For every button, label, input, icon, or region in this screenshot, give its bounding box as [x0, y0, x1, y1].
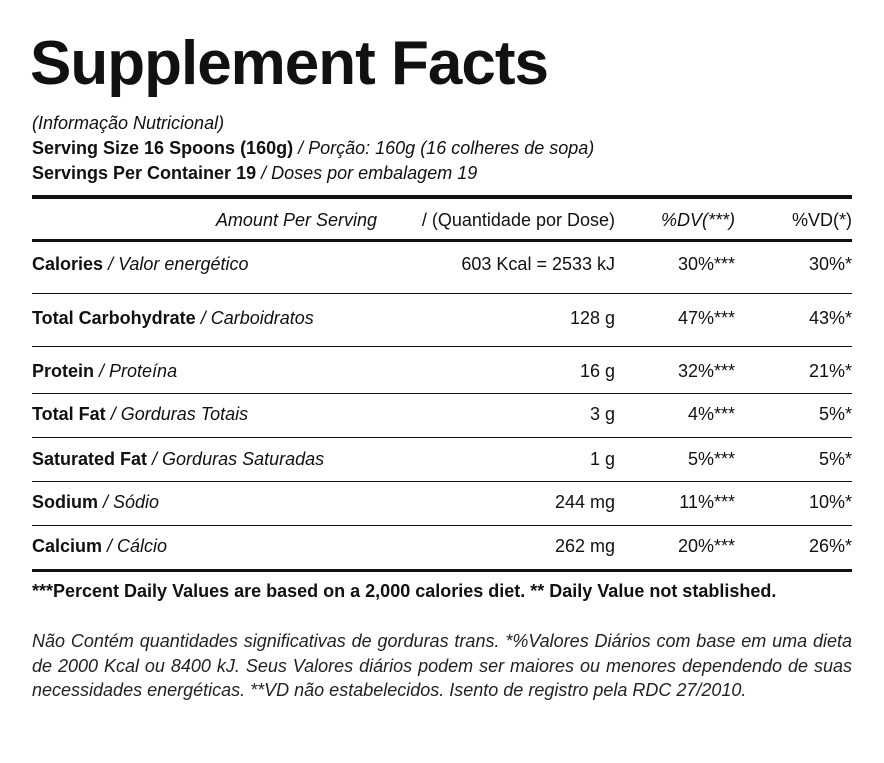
header-quantidade: / (Quantidade por Dose): [421, 210, 615, 230]
nutrient-label: Protein / Proteína: [32, 361, 177, 382]
footnote-italic: Não Contém quantidades significativas de…: [32, 631, 852, 700]
nutrient-name: Saturated Fat: [32, 449, 148, 469]
servings-per-container: Servings Per Container 19 / Doses por em…: [32, 163, 477, 184]
header-dv: %DV(***): [660, 210, 735, 230]
nutrient-dv: 47%***: [677, 308, 735, 328]
serving-size-pt: / Porção: 160g (16 colheres de sopa): [298, 138, 595, 158]
nutrient-vd: 43%*: [808, 308, 852, 328]
nutrient-row: Protein / Proteína 16 g 32%*** 21%*: [32, 361, 852, 385]
row-rule: [32, 346, 852, 347]
nutrient-row: Sodium / Sódio 244 mg 11%*** 10%*: [32, 492, 852, 516]
row-rule: [32, 481, 852, 482]
nutrient-row: Total Carbohydrate / Carboidratos 128 g 47…: [32, 308, 852, 332]
nutrient-vd: 5%*: [818, 404, 852, 424]
thick-rule: [32, 195, 852, 199]
row-rule: [32, 525, 852, 526]
row-rule: [32, 569, 852, 572]
servings-en: Servings Per Container 19: [32, 163, 257, 183]
nutrient-amount: 128 g: [569, 308, 615, 328]
nutrient-name: Calcium: [32, 536, 103, 556]
nutrient-amount: 603 Kcal = 2533 kJ: [461, 254, 615, 274]
nutrient-vd: 26%*: [808, 536, 852, 556]
nutrient-label: Total Carbohydrate / Carboidratos: [32, 308, 314, 329]
header-amount: Amount Per Serving: [215, 210, 377, 230]
serving-size-en: Serving Size 16 Spoons (160g): [32, 138, 294, 158]
nutrient-vd: 30%*: [808, 254, 852, 274]
nutrient-name-pt: / Cálcio: [107, 536, 168, 556]
nutrient-vd: 21%*: [808, 361, 852, 381]
nutrient-label: Calories / Valor energético: [32, 254, 248, 275]
nutrient-name: Protein: [32, 361, 95, 381]
nutrient-name-pt: / Proteína: [99, 361, 178, 381]
nutrient-name-pt: / Carboidratos: [200, 308, 314, 328]
header-rule: [32, 239, 852, 242]
nutrient-label: Sodium / Sódio: [32, 492, 159, 513]
nutrient-vd: 5%*: [818, 449, 852, 469]
nutrient-amount: 16 g: [579, 361, 615, 381]
nutrient-amount: 1 g: [589, 449, 615, 469]
nutrient-amount: 3 g: [589, 404, 615, 424]
nutrient-dv: 20%***: [677, 536, 735, 556]
nutrient-name-pt: / Gorduras Saturadas: [152, 449, 325, 469]
nutrient-name: Total Carbohydrate: [32, 308, 196, 328]
nutrient-name: Calories: [32, 254, 104, 274]
nutrient-amount: 262 mg: [554, 536, 615, 556]
nutrient-dv: 32%***: [677, 361, 735, 381]
row-rule: [32, 393, 852, 394]
row-rule: [32, 437, 852, 438]
nutrient-name-pt: / Gorduras Totais: [110, 404, 249, 424]
nutrient-row: Calories / Valor energético 603 Kcal = 25…: [32, 254, 852, 278]
nutrient-name-pt: / Valor energético: [108, 254, 249, 274]
nutrient-dv: 4%***: [687, 404, 735, 424]
nutrient-vd: 10%*: [808, 492, 852, 512]
subtitle: (Informação Nutricional): [32, 113, 225, 133]
nutrient-label: Total Fat / Gorduras Totais: [32, 404, 248, 425]
footnote-bold: ***Percent Daily Values are based on a 2…: [32, 581, 777, 601]
table-header: Amount Per Serving / (Quantidade por Dos…: [32, 210, 852, 234]
servings-pt: / Doses por embalagem 19: [261, 163, 478, 183]
nutrient-label: Calcium / Cálcio: [32, 536, 167, 557]
nutrient-row: Total Fat / Gorduras Totais 3 g 4%*** 5%*: [32, 404, 852, 428]
nutrient-name: Total Fat: [32, 404, 106, 424]
nutrient-dv: 11%***: [679, 492, 735, 512]
row-rule: [32, 293, 852, 294]
nutrient-label: Saturated Fat / Gorduras Saturadas: [32, 449, 324, 470]
nutrient-dv: 5%***: [687, 449, 735, 469]
nutrient-name-pt: / Sódio: [103, 492, 160, 512]
nutrient-amount: 244 mg: [554, 492, 615, 512]
nutrient-dv: 30%***: [677, 254, 735, 274]
nutrient-row: Calcium / Cálcio 262 mg 20%*** 26%*: [32, 536, 852, 560]
header-vd: %VD(*): [791, 210, 852, 230]
title: Supplement Facts: [30, 29, 549, 98]
nutrient-row: Saturated Fat / Gorduras Saturadas 1 g 5%*…: [32, 449, 852, 473]
serving-size: Serving Size 16 Spoons (160g) / Porção: …: [32, 138, 594, 159]
nutrient-name: Sodium: [32, 492, 98, 512]
